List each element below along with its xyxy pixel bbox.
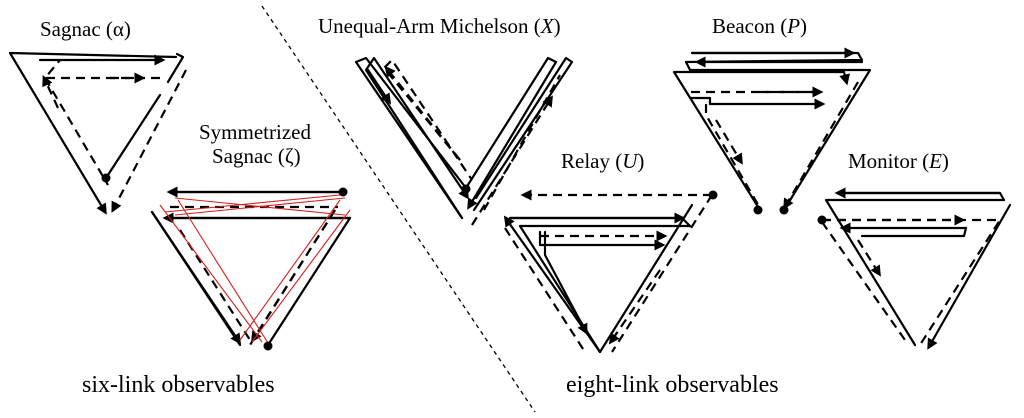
eight-link-caption: eight-link observables [566, 372, 779, 398]
beacon-vertex-left [753, 205, 763, 215]
relay-vertex [708, 190, 718, 200]
six-link-caption: six-link observables [82, 372, 275, 398]
michelson-vertex [461, 184, 471, 194]
sym-sagnac-label-line1: Symmetrized [199, 120, 311, 144]
sym-sagnac-solid-path [150, 190, 352, 347]
sym-sagnac-label-line2: Sagnac (ζ) [212, 144, 301, 168]
sagnac-label: Sagnac (α) [40, 17, 131, 41]
monitor-dashed-path [821, 218, 1002, 349]
beacon-dashed-path [690, 90, 820, 209]
monitor-vertex [817, 215, 827, 225]
symmetrized-sagnac-diagram: Symmetrized Sagnac (ζ) [150, 120, 352, 351]
sym-sagnac-red-lines [159, 194, 351, 344]
michelson-dashed-path [382, 58, 473, 181]
sagnac-alpha-diagram: Sagnac (α) [8, 17, 187, 210]
section-divider [261, 5, 536, 413]
michelson-label: Unequal-Arm Michelson (X) [318, 14, 561, 38]
relay-label: Relay (U) [561, 149, 644, 173]
beacon-p-diagram: Beacon (P) [672, 14, 872, 215]
relay-dashed-path [504, 194, 713, 353]
monitor-label: Monitor (E) [848, 149, 949, 173]
relay-u-diagram: Relay (U) [503, 149, 718, 354]
beacon-solid-path [684, 51, 872, 212]
monitor-e-diagram: Monitor (E) [817, 149, 1012, 350]
sym-sagnac-vertex-bottom [263, 341, 273, 351]
sym-sagnac-vertex-right [338, 187, 348, 197]
sagnac-solid-path [8, 51, 178, 210]
beacon-vertex-right [779, 205, 789, 215]
sagnac-vertex [101, 173, 111, 183]
michelson-x-diagram: Unequal-Arm Michelson (X) [318, 14, 574, 226]
michelson-solid-path [354, 56, 468, 220]
monitor-solid-path [824, 191, 1006, 347]
relay-solid-path [508, 203, 694, 354]
beacon-label: Beacon (P) [712, 14, 807, 38]
